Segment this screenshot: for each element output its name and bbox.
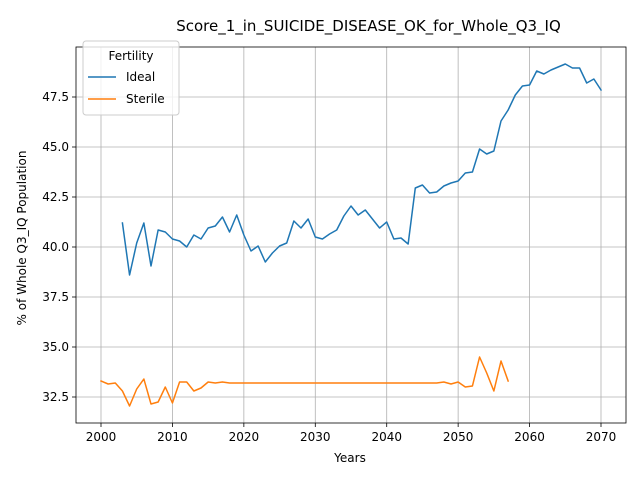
legend-title: Fertility (108, 49, 153, 63)
y-axis: 32.5 35.0 37.5 40.0 42.5 45.0 47.5 (42, 90, 76, 404)
y-tick-label: 40.0 (42, 240, 69, 254)
x-tick-label: 2050 (443, 430, 474, 444)
legend-entries: Ideal Sterile (88, 70, 165, 106)
series-layer (100, 63, 603, 407)
x-tick-label: 2030 (300, 430, 331, 444)
y-tick-label: 35.0 (42, 340, 69, 354)
x-tick-label: 2000 (86, 430, 117, 444)
y-tick-label: 42.5 (42, 190, 69, 204)
legend-box (82, 40, 180, 116)
legend-label-sterile: Sterile (126, 92, 165, 106)
series-line-sterile (100, 356, 510, 407)
grid-lines (76, 47, 626, 423)
y-axis-label: % of Whole Q3_IQ Population (15, 151, 29, 326)
plot-frame (75, 46, 627, 424)
x-axis: 2000 2010 2020 2030 2040 2050 2060 2070 (86, 423, 617, 444)
x-axis-label: Years (333, 451, 366, 465)
x-tick-label: 2020 (229, 430, 260, 444)
series-line-ideal (121, 63, 603, 276)
x-tick-label: 2040 (371, 430, 402, 444)
y-tick-label: 32.5 (42, 390, 69, 404)
y-tick-label: 47.5 (42, 90, 69, 104)
x-tick-label: 2060 (514, 430, 545, 444)
chart-title: Score_1_in_SUICIDE_DISEASE_OK_for_Whole_… (176, 17, 561, 36)
y-tick-label: 45.0 (42, 140, 69, 154)
legend: Fertility Ideal Sterile (82, 40, 180, 116)
y-tick-label: 37.5 (42, 290, 69, 304)
x-tick-label: 2010 (157, 430, 188, 444)
x-tick-label: 2070 (586, 430, 617, 444)
legend-label-ideal: Ideal (126, 70, 155, 84)
